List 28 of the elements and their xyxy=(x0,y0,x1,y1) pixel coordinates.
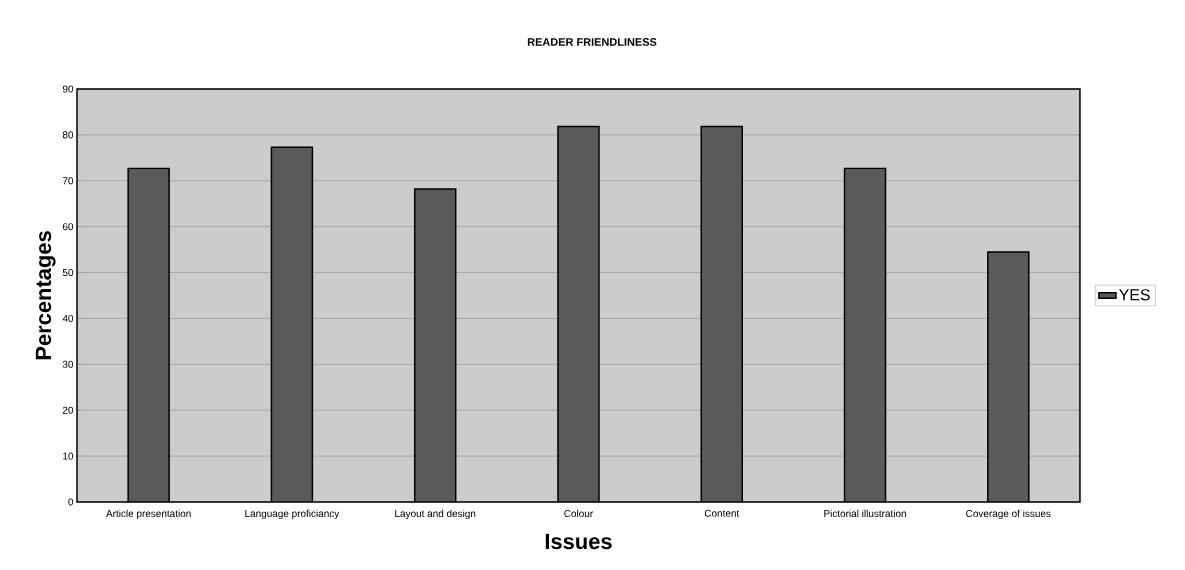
x-tick-label: Layout and design xyxy=(395,509,476,520)
x-axis-title: Issues xyxy=(545,533,612,550)
y-tick-label: 90 xyxy=(62,85,74,93)
x-tick-label: Pictorial illustration xyxy=(824,509,906,518)
bar xyxy=(557,125,600,502)
x-tick-label: Article presentation xyxy=(106,509,191,520)
x-tick-label: Content xyxy=(704,509,740,517)
y-tick-label: 60 xyxy=(62,223,74,231)
y-tick-label: 50 xyxy=(62,269,74,277)
bar xyxy=(700,125,744,502)
bar xyxy=(843,167,887,502)
y-axis-title: Percentages xyxy=(35,231,56,360)
bar xyxy=(413,188,457,502)
x-tick-label: Colour xyxy=(564,509,593,518)
bar xyxy=(987,251,1030,502)
chart-title: READER FRIENDLINESS xyxy=(527,38,657,46)
y-tick-label: 0 xyxy=(68,498,74,506)
y-tick-label: 20 xyxy=(62,406,74,414)
y-tick-label: 70 xyxy=(62,177,74,185)
bar xyxy=(127,167,170,502)
x-tick-label: Language proficiancy xyxy=(245,509,340,520)
y-tick-label: 80 xyxy=(62,131,74,139)
y-tick-label: 10 xyxy=(63,452,74,460)
legend-label: YES xyxy=(1119,289,1150,301)
bar xyxy=(270,146,314,502)
y-tick-label: 40 xyxy=(62,314,74,322)
y-tick-label: 30 xyxy=(62,360,74,368)
x-tick-label: Coverage of issues xyxy=(966,509,1051,520)
